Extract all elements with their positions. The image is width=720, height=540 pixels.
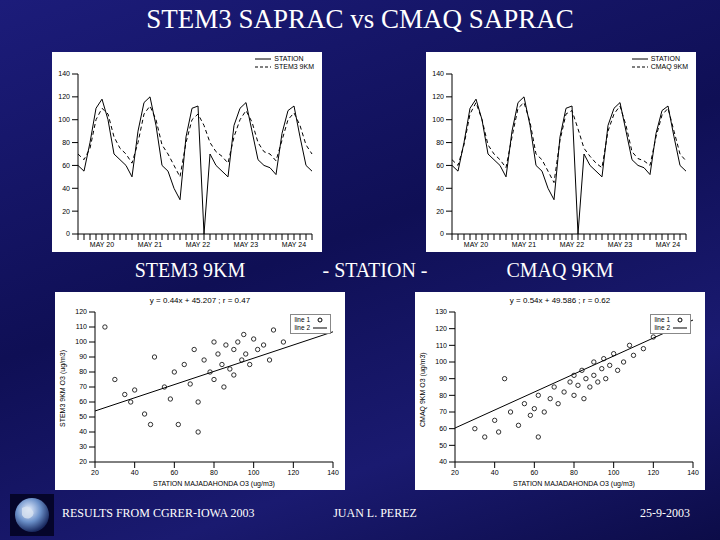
html-text:JUAN L. PEREZ: JUAN L. PEREZ [333, 506, 417, 520]
svg-text:80: 80 [570, 469, 578, 476]
svg-text:100: 100 [435, 358, 447, 365]
svg-text:110: 110 [76, 323, 87, 330]
svg-text:80: 80 [436, 139, 444, 146]
svg-text:MAY 22: MAY 22 [186, 241, 210, 248]
svg-text:120: 120 [58, 93, 70, 100]
svg-text:90: 90 [79, 353, 87, 360]
svg-text:20: 20 [79, 458, 87, 465]
svg-text:60: 60 [62, 162, 70, 169]
html-text:CMAQ 9KM: CMAQ 9KM [650, 63, 688, 70]
html-text:- STATION -: - STATION - [322, 259, 428, 281]
svg-text:140: 140 [687, 469, 699, 476]
svg-text:MAY 21: MAY 21 [138, 241, 162, 248]
svg-text:0: 0 [66, 230, 70, 237]
svg-text:MAY 20: MAY 20 [90, 241, 114, 248]
html-text:line 1: line 1 [654, 316, 670, 323]
html-text:line 2: line 2 [294, 324, 310, 331]
svg-text:140: 140 [432, 70, 444, 77]
svg-text:60: 60 [79, 398, 87, 405]
html-text:25-9-2003: 25-9-2003 [640, 506, 690, 520]
svg-text:80: 80 [439, 392, 447, 399]
html-text:line 1: line 1 [294, 316, 310, 323]
svg-text:40: 40 [439, 458, 447, 465]
svg-text:100: 100 [608, 469, 620, 476]
svg-text:80: 80 [210, 469, 218, 476]
html-text:RESULTS FROM CGRER-IOWA 2003: RESULTS FROM CGRER-IOWA 2003 [62, 506, 255, 520]
svg-text:20: 20 [451, 469, 459, 476]
html-text:line 2: line 2 [654, 324, 670, 331]
html-text:STEM3 9KM: STEM3 9KM [274, 63, 314, 70]
svg-text:80: 80 [62, 139, 70, 146]
html-text:STEM3 9KM: STEM3 9KM [134, 259, 246, 281]
svg-text:70: 70 [79, 383, 87, 390]
svg-text:MAY 20: MAY 20 [464, 241, 488, 248]
svg-text:MAY 22: MAY 22 [560, 241, 584, 248]
svg-text:100: 100 [75, 338, 87, 345]
svg-text:40: 40 [79, 428, 87, 435]
svg-text:110: 110 [436, 342, 447, 349]
svg-text:120: 120 [287, 469, 299, 476]
html-text:CMAQ 9KM: CMAQ 9KM [506, 259, 614, 281]
svg-text:50: 50 [439, 442, 447, 449]
svg-text:120: 120 [647, 469, 659, 476]
svg-text:50: 50 [79, 413, 87, 420]
svg-text:MAY 21: MAY 21 [512, 241, 536, 248]
svg-text:80: 80 [79, 368, 87, 375]
svg-text:60: 60 [170, 469, 178, 476]
svg-text:40: 40 [62, 185, 70, 192]
svg-text:120: 120 [432, 93, 444, 100]
svg-text:STATION MAJADAHONDA O3 (ug/m3): STATION MAJADAHONDA O3 (ug/m3) [513, 480, 635, 488]
svg-text:40: 40 [491, 469, 499, 476]
html-text:y = 0.54x + 49.586 ; r = 0.62: y = 0.54x + 49.586 ; r = 0.62 [509, 296, 611, 305]
svg-text:MAY 23: MAY 23 [608, 241, 632, 248]
html-text:STATION: STATION [274, 55, 304, 62]
svg-text:20: 20 [91, 469, 99, 476]
svg-text:60: 60 [439, 425, 447, 432]
svg-text:30: 30 [79, 443, 87, 450]
html-text:STATION: STATION [650, 55, 680, 62]
html-text:y = 0.44x + 45.207 ; r = 0.47: y = 0.44x + 45.207 ; r = 0.47 [149, 296, 251, 305]
svg-text:MAY 24: MAY 24 [282, 241, 306, 248]
svg-text:90: 90 [439, 375, 447, 382]
svg-text:140: 140 [58, 70, 70, 77]
svg-text:60: 60 [436, 162, 444, 169]
html-text:STEM3 SAPRAC vs CMAQ SAPRAC: STEM3 SAPRAC vs CMAQ SAPRAC [146, 4, 574, 34]
svg-text:20: 20 [62, 208, 70, 215]
svg-text:140: 140 [327, 469, 339, 476]
svg-text:40: 40 [436, 185, 444, 192]
svg-text:60: 60 [530, 469, 538, 476]
svg-text:40: 40 [131, 469, 139, 476]
svg-text:100: 100 [248, 469, 260, 476]
svg-text:CMAQ 9KM O3 (ug/m3): CMAQ 9KM O3 (ug/m3) [419, 352, 427, 427]
svg-text:120: 120 [435, 325, 447, 332]
svg-text:100: 100 [58, 116, 70, 123]
svg-text:STEM3 9KM O3 (ug/m3): STEM3 9KM O3 (ug/m3) [59, 350, 67, 427]
svg-text:STATION MAJADAHONDA O3 (ug/m3): STATION MAJADAHONDA O3 (ug/m3) [153, 480, 275, 488]
svg-text:120: 120 [75, 308, 87, 315]
svg-text:70: 70 [439, 408, 447, 415]
svg-text:130: 130 [435, 308, 447, 315]
svg-text:MAY 24: MAY 24 [656, 241, 680, 248]
svg-text:20: 20 [436, 208, 444, 215]
svg-text:MAY 23: MAY 23 [234, 241, 258, 248]
svg-text:100: 100 [432, 116, 444, 123]
svg-text:0: 0 [440, 230, 444, 237]
